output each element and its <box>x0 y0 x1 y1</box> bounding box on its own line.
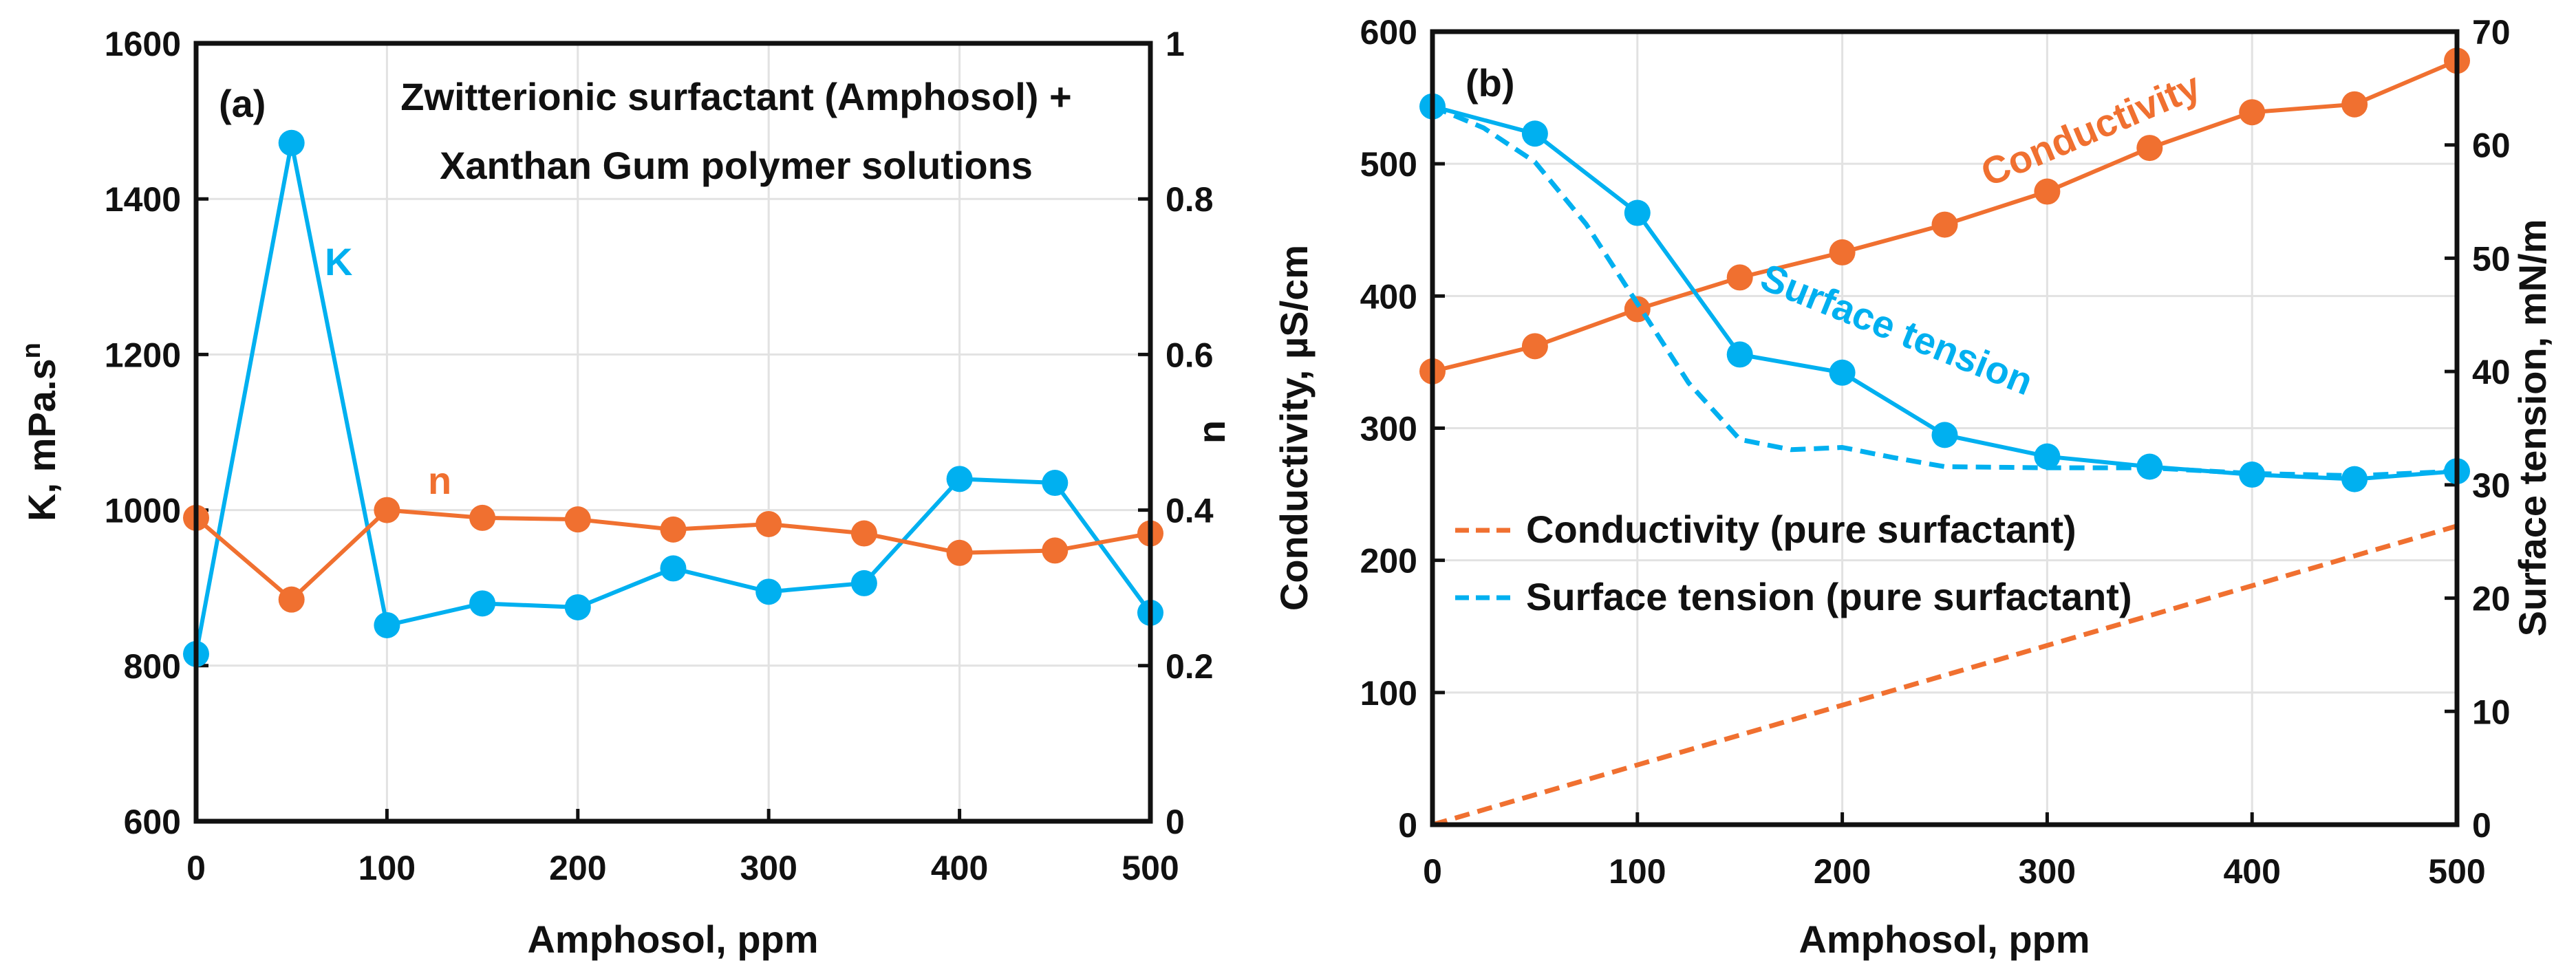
y2-tick-label: 0 <box>2472 806 2491 845</box>
x-tick-label: 200 <box>1814 852 1871 891</box>
data-point-conductivity <box>2239 99 2266 126</box>
panel-b-xlabel: Amphosol, ppm <box>1799 918 2090 961</box>
y-tick-label: 1000 <box>105 492 181 530</box>
data-point-k <box>850 570 877 596</box>
y2-tick-label: 0.6 <box>1166 336 1214 374</box>
y2-tick-label: 60 <box>2472 127 2511 165</box>
data-point-surface-tension <box>1931 422 1958 448</box>
panel-a-ylabel: K, mPa.sn <box>17 343 63 521</box>
x-tick-label: 0 <box>1423 852 1442 891</box>
legend-label-surface-tension-pure: Surface tension (pure surfactant) <box>1526 575 2132 618</box>
data-point-surface-tension <box>2341 466 2368 492</box>
panel-b-label: (b) <box>1466 61 1515 105</box>
x-tick-label: 300 <box>2019 852 2076 891</box>
y-tick-label: 800 <box>124 647 181 686</box>
data-point-conductivity <box>2034 178 2061 205</box>
x-tick-label: 100 <box>1609 852 1666 891</box>
data-point-conductivity <box>1726 264 1753 291</box>
y-tick-label: 1200 <box>105 336 181 374</box>
panel-b-ylabel: Conductivity, µS/cm <box>1272 245 1316 611</box>
panel-a-title: Zwitterionic surfactant (Amphosol) + <box>400 75 1071 118</box>
x-tick-label: 500 <box>1121 849 1179 887</box>
y2-tick-label: 0.8 <box>1166 180 1214 219</box>
data-point-conductivity <box>2341 91 2368 118</box>
y2-tick-label: 50 <box>2472 239 2511 278</box>
y-tick-label: 200 <box>1360 542 1417 581</box>
panel-a-ylabel-sup: n <box>17 343 46 358</box>
panel-b: 0 100 200 300 400 500 0 100 200 300 400 500 600 0 10 20… <box>1360 13 2511 891</box>
data-point-conductivity <box>1931 211 1958 238</box>
panel-a: 0 100 200 300 400 500 600 800 1000 1200 1400 1600 0 0… <box>105 25 1214 887</box>
data-point-surface-tension <box>1829 359 1856 386</box>
data-point-surface-tension <box>1521 120 1548 147</box>
x-tick-label: 100 <box>358 849 416 887</box>
data-point-k <box>374 611 400 638</box>
y-tick-label: 500 <box>1360 145 1417 184</box>
data-point-n <box>946 539 973 566</box>
y2-tick-label: 40 <box>2472 353 2511 391</box>
data-point-k <box>755 578 782 605</box>
data-point-n <box>850 520 877 547</box>
series-line-surface-tension-pure-surfactant <box>1431 104 2458 479</box>
data-point-n <box>564 506 591 533</box>
y2-tick-label: 0 <box>1166 803 1185 841</box>
y2-tick-label: 30 <box>2472 466 2511 505</box>
data-point-n <box>374 497 400 523</box>
y-tick-label: 1600 <box>105 25 181 63</box>
plot-frame <box>1430 29 2460 827</box>
y2-tick-label: 1 <box>1166 25 1185 63</box>
data-point-surface-tension <box>2239 462 2266 488</box>
data-point-n <box>469 504 496 531</box>
x-tick-label: 200 <box>549 849 606 887</box>
y2-tick-label: 70 <box>2472 13 2511 52</box>
y2-tick-label: 10 <box>2472 693 2511 731</box>
x-tick-label: 0 <box>186 849 206 887</box>
data-point-surface-tension <box>1726 341 1753 368</box>
panel-b-y2label: Surface tension, mN/m <box>2511 219 2554 637</box>
data-point-k <box>946 466 973 492</box>
series-line-conductivity-pure-surfactant <box>1432 523 2458 827</box>
legend-label-conductivity-pure: Conductivity (pure surfactant) <box>1526 508 2076 551</box>
data-point-k <box>660 555 687 582</box>
panel-a-xlabel: Amphosol, ppm <box>527 918 818 961</box>
y-tick-label: 0 <box>1398 806 1417 845</box>
data-point-k <box>469 590 496 617</box>
x-tick-label: 400 <box>2223 852 2280 891</box>
data-point-n <box>278 586 305 613</box>
y-tick-label: 400 <box>1360 277 1417 316</box>
y2-tick-label: 0.2 <box>1166 647 1214 686</box>
plot-frame <box>193 41 1153 824</box>
data-point-surface-tension <box>2034 443 2061 470</box>
y2-tick-label: 0.4 <box>1166 492 1214 530</box>
series-label-k: K <box>325 240 352 283</box>
y-tick-label: 600 <box>124 803 181 841</box>
data-point-n <box>1042 537 1069 564</box>
series-label-surface-tension: Surface tension <box>1755 255 2039 404</box>
data-point-conductivity <box>1829 239 1856 265</box>
legend: Conductivity (pure surfactant) Surface t… <box>1455 508 2132 618</box>
y-tick-label: 100 <box>1360 674 1417 713</box>
x-tick-label: 300 <box>740 849 797 887</box>
data-point-k <box>1042 470 1069 497</box>
y-tick-label: 1400 <box>105 180 181 219</box>
data-point-k <box>564 594 591 620</box>
panel-a-title-line2: Xanthan Gum polymer solutions <box>440 144 1033 187</box>
panel-a-ylabel-text: K, mPa.s <box>20 358 63 521</box>
y-tick-label: 600 <box>1360 13 1417 52</box>
data-point-conductivity <box>2136 135 2163 162</box>
data-point-surface-tension <box>1624 199 1651 226</box>
data-point-n <box>660 516 687 543</box>
data-point-n <box>755 510 782 537</box>
x-tick-label: 500 <box>2428 852 2485 891</box>
data-point-conductivity <box>1521 333 1548 360</box>
x-tick-label: 400 <box>931 849 988 887</box>
y-tick-label: 300 <box>1360 410 1417 448</box>
series-label-n: n <box>428 459 451 502</box>
panel-a-label: (a) <box>219 82 266 125</box>
panel-a-y2label: n <box>1190 420 1233 444</box>
y2-tick-label: 20 <box>2472 580 2511 618</box>
data-point-k <box>278 129 305 156</box>
